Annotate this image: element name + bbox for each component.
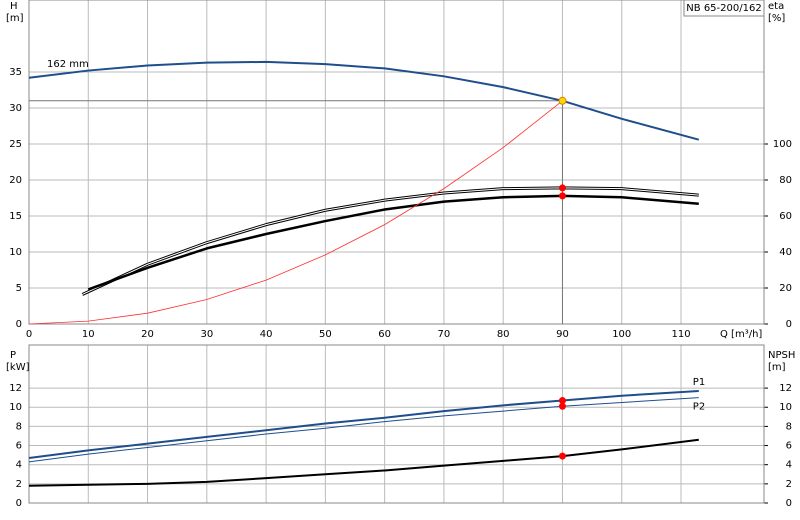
y-tick-label: 15 — [9, 211, 22, 222]
operating-point — [558, 402, 566, 410]
series-line — [87, 194, 699, 291]
y-tick-label: 25 — [9, 139, 22, 150]
y-tick-label: 4 — [16, 460, 22, 471]
y2-tick-label: 2 — [786, 479, 792, 490]
model-box — [683, 0, 765, 17]
y-tick-label: 8 — [16, 421, 22, 432]
x-tick-label: 20 — [141, 329, 154, 340]
y-axis-label: P — [10, 350, 16, 361]
y-tick-label: 0 — [16, 498, 22, 509]
x-tick-label: 110 — [671, 329, 690, 340]
x-tick-label: 30 — [200, 329, 213, 340]
x-tick-label: 90 — [556, 329, 569, 340]
operating-point — [558, 184, 566, 192]
y-tick-label: 35 — [9, 67, 22, 78]
y2-tick-label: 6 — [786, 441, 792, 452]
y2-tick-label: 0 — [786, 319, 792, 330]
plot-frame — [28, 0, 765, 325]
operating-point — [558, 452, 566, 460]
y2-axis-unit: [m] — [768, 362, 786, 373]
y-tick-label: 6 — [16, 441, 22, 452]
y-axis-unit: [m] — [6, 13, 24, 24]
series-line — [28, 100, 563, 325]
y2-axis-label: eta — [768, 1, 784, 12]
x-tick-label: 0 — [26, 329, 32, 340]
y2-axis-unit: [%] — [768, 13, 785, 24]
y2-axis-label: NPSH — [768, 350, 795, 361]
x-tick-label: 100 — [612, 329, 631, 340]
series-line — [28, 397, 699, 463]
model-label: NB 65-200/162 — [686, 3, 761, 14]
y-axis-unit: [kW] — [6, 362, 30, 373]
y2-tick-label: 20 — [779, 283, 792, 294]
operating-point — [558, 96, 567, 105]
y2-tick-label: 12 — [779, 383, 792, 394]
x-tick-label: 60 — [378, 329, 391, 340]
y-tick-label: 10 — [9, 402, 22, 413]
plot-frame — [28, 344, 765, 504]
y-tick-label: 10 — [9, 247, 22, 258]
y2-tick-label: 40 — [779, 247, 792, 258]
y-tick-label: 12 — [9, 383, 22, 394]
y2-tick-label: 80 — [779, 175, 792, 186]
series-line — [28, 438, 699, 487]
y2-tick-label: 10 — [779, 402, 792, 413]
series-line-inner — [82, 187, 699, 295]
series-line — [28, 60, 700, 141]
operating-point — [558, 192, 566, 200]
x-tick-label: 80 — [497, 329, 510, 340]
series-label: 162 mm — [47, 59, 89, 70]
y-tick-label: 2 — [16, 479, 22, 490]
y2-tick-label: 4 — [786, 460, 792, 471]
y-tick-label: 5 — [16, 283, 22, 294]
series-label: P2 — [693, 402, 705, 413]
y2-tick-label: 0 — [786, 498, 792, 509]
x-tick-label: 10 — [82, 329, 95, 340]
y2-tick-label: 100 — [773, 139, 792, 150]
x-tick-label: 70 — [438, 329, 451, 340]
y-tick-label: 0 — [16, 319, 22, 330]
series-line — [28, 389, 699, 459]
y-axis-label: H — [10, 1, 18, 12]
y-tick-label: 30 — [9, 103, 22, 114]
x-axis-label: Q [m³/h] — [720, 329, 762, 340]
y2-tick-label: 8 — [786, 421, 792, 432]
operating-point — [558, 397, 566, 405]
y2-tick-label: 60 — [779, 211, 792, 222]
x-tick-label: 50 — [319, 329, 332, 340]
y-tick-label: 20 — [9, 175, 22, 186]
x-tick-label: 40 — [260, 329, 273, 340]
series-label: P1 — [693, 377, 705, 388]
